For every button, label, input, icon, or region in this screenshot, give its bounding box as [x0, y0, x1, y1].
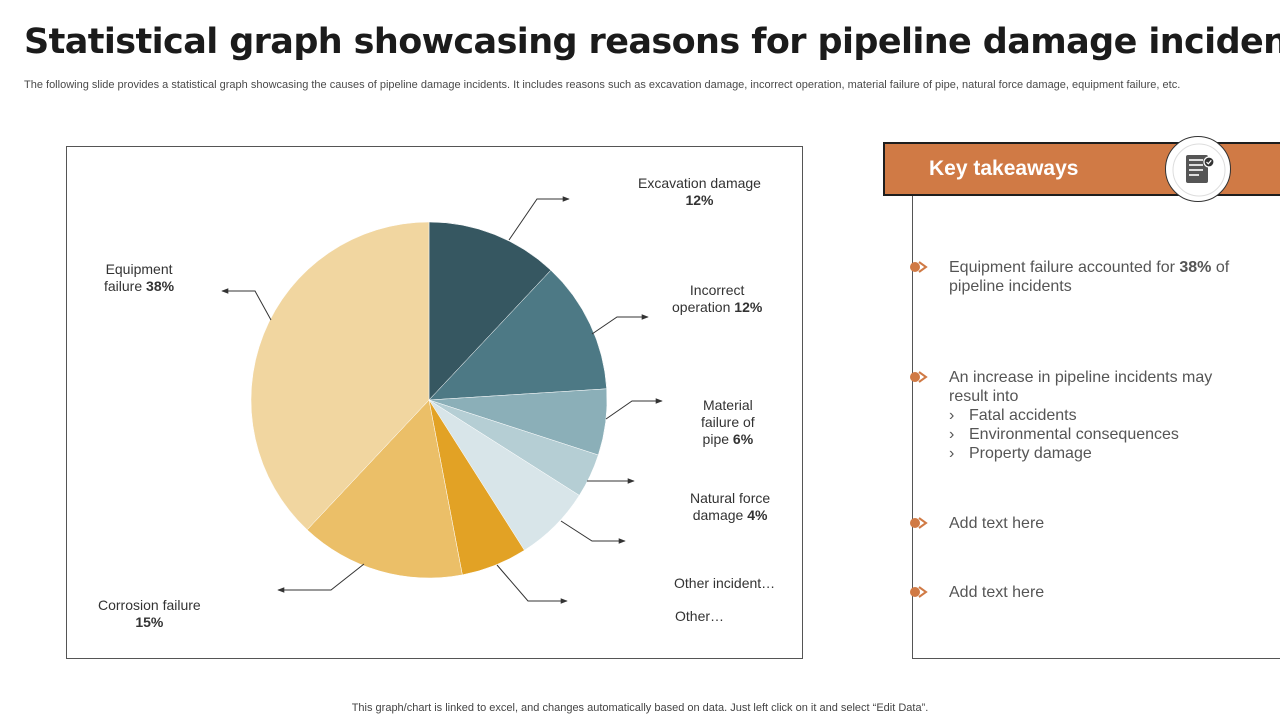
leader-lines [221, 196, 663, 604]
label-corrosion-name: Corrosion failure [98, 597, 201, 613]
footer-note: This graph/chart is linked to excel, and… [351, 702, 929, 714]
label-incorrect-pct: 12% [734, 299, 763, 315]
chart-frame[interactable]: Excavation damage 12% Incorrect operatio… [66, 146, 803, 659]
leader-other [496, 564, 568, 604]
takeaway-text-4[interactable]: Add text here [949, 584, 1045, 601]
pie-slices [250, 221, 608, 579]
leader-equipment [221, 288, 272, 321]
label-corrosion-pct: 15% [135, 614, 164, 630]
label-material-line1: Material [702, 397, 753, 413]
label-natural-line1: Natural force [690, 490, 771, 506]
chevron-right-icon: › [949, 407, 955, 424]
takeaway-sub-3: › Property damage [949, 445, 1092, 462]
label-corrosion: Corrosion failure 15% [98, 597, 201, 631]
label-excavation-pct: 12% [685, 192, 714, 208]
label-incorrect: Incorrect operation 12% [672, 282, 762, 316]
label-natural-line2: damage [692, 507, 744, 523]
label-material-pct: 6% [732, 431, 754, 447]
bullet-icon [910, 586, 928, 598]
page-subtitle: The following slide provides a statistic… [24, 79, 1181, 91]
takeaway-sub-1: › Fatal accidents [949, 407, 1077, 424]
label-incorrect-line2: operation [672, 299, 731, 315]
bullet-icon [910, 261, 928, 273]
label-material-line2: failure of [701, 414, 755, 430]
chevron-right-icon: › [949, 426, 955, 443]
leader-corrosion [277, 563, 365, 593]
pie-slice-corrosion-failure[interactable] [306, 399, 463, 579]
takeaways-title: Key takeaways [929, 157, 1079, 180]
pie-slice-equipment-failure[interactable] [250, 221, 430, 531]
label-equipment-line2: failure [104, 278, 143, 294]
pie-chart[interactable] [67, 147, 804, 660]
takeaway-sub-2: › Environmental consequences [949, 426, 1179, 443]
leader-incorrect [591, 314, 649, 335]
label-equipment-line1: Equipment [105, 261, 173, 277]
label-incorrect-line1: Incorrect [689, 282, 745, 298]
leader-other-incident [560, 520, 626, 544]
label-other-incident: Other incident… [674, 575, 776, 591]
chevron-right-icon: › [949, 445, 955, 462]
bullet-icon [910, 517, 928, 529]
takeaway-text-1: Equipment failure accounted for 38% of p… [949, 259, 1230, 295]
page-title: Statistical graph showcasing reasons for… [24, 22, 1280, 62]
pie-slice-incorrect-operation[interactable] [428, 269, 607, 401]
document-checklist-icon [1165, 136, 1231, 202]
leader-excavation [508, 196, 570, 241]
label-equipment: Equipment failure 38% [104, 261, 174, 295]
takeaway-text-2: An increase in pipeline incidents may re… [949, 368, 1249, 463]
takeaway-text-3[interactable]: Add text here [949, 515, 1045, 532]
label-other: Other… [675, 608, 725, 624]
label-natural-pct: 4% [747, 507, 768, 523]
label-excavation-name: Excavation damage [638, 175, 761, 191]
label-natural: Natural force damage 4% [690, 490, 770, 524]
pie-slice-excavation-damage[interactable] [428, 221, 552, 401]
takeaways-panel [912, 196, 1280, 659]
leader-material [605, 398, 663, 420]
bullet-icon [910, 371, 928, 383]
label-material-line3: pipe [702, 431, 730, 447]
label-material: Material failure of pipe 6% [701, 397, 755, 448]
takeaway-highlight: 38% [1179, 259, 1212, 276]
label-excavation: Excavation damage 12% [638, 175, 761, 209]
label-equipment-pct: 38% [146, 278, 175, 294]
